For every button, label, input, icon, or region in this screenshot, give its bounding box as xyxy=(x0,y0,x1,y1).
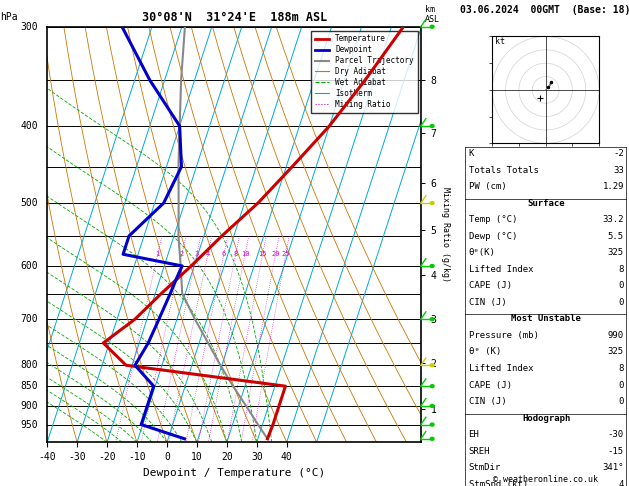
Text: 3: 3 xyxy=(195,251,199,257)
Text: 850: 850 xyxy=(20,381,38,391)
Text: kt: kt xyxy=(495,37,505,47)
Text: 5.5: 5.5 xyxy=(608,232,624,241)
Text: θᵉ (K): θᵉ (K) xyxy=(469,347,501,357)
Y-axis label: Mixing Ratio (g/kg): Mixing Ratio (g/kg) xyxy=(441,187,450,282)
Text: 400: 400 xyxy=(20,121,38,131)
Text: Most Unstable: Most Unstable xyxy=(511,314,581,324)
Text: K: K xyxy=(469,149,474,158)
Text: EH: EH xyxy=(469,430,479,439)
X-axis label: Dewpoint / Temperature (°C): Dewpoint / Temperature (°C) xyxy=(143,468,325,478)
Text: 8: 8 xyxy=(618,265,624,274)
Text: -15: -15 xyxy=(608,447,624,456)
Text: 800: 800 xyxy=(20,360,38,370)
Text: θᵉ(K): θᵉ(K) xyxy=(469,248,496,258)
Text: Lifted Index: Lifted Index xyxy=(469,364,533,373)
Legend: Temperature, Dewpoint, Parcel Trajectory, Dry Adiabat, Wet Adiabat, Isotherm, Mi: Temperature, Dewpoint, Parcel Trajectory… xyxy=(311,31,418,113)
Text: 33: 33 xyxy=(613,166,624,175)
Text: 25: 25 xyxy=(282,251,290,257)
Text: 0: 0 xyxy=(618,298,624,307)
Text: SREH: SREH xyxy=(469,447,490,456)
Text: 900: 900 xyxy=(20,401,38,411)
Text: 325: 325 xyxy=(608,248,624,258)
Text: 325: 325 xyxy=(608,347,624,357)
Text: 03.06.2024  00GMT  (Base: 18): 03.06.2024 00GMT (Base: 18) xyxy=(460,4,629,15)
Text: 8: 8 xyxy=(233,251,238,257)
Text: 10: 10 xyxy=(241,251,249,257)
Text: 0: 0 xyxy=(618,397,624,406)
Text: 4: 4 xyxy=(618,480,624,486)
Text: Dewp (°C): Dewp (°C) xyxy=(469,232,517,241)
Text: Hodograph: Hodograph xyxy=(522,414,571,423)
Text: -2: -2 xyxy=(613,149,624,158)
Text: 0: 0 xyxy=(618,381,624,390)
Text: hPa: hPa xyxy=(1,12,18,22)
Text: 1: 1 xyxy=(155,251,160,257)
Text: 4: 4 xyxy=(206,251,210,257)
Text: Pressure (mb): Pressure (mb) xyxy=(469,331,538,340)
Text: 300: 300 xyxy=(20,22,38,32)
Text: 0: 0 xyxy=(618,281,624,291)
Text: CIN (J): CIN (J) xyxy=(469,298,506,307)
Text: CAPE (J): CAPE (J) xyxy=(469,281,511,291)
Text: Lifted Index: Lifted Index xyxy=(469,265,533,274)
Text: 600: 600 xyxy=(20,261,38,271)
Text: 2: 2 xyxy=(180,251,184,257)
Text: 950: 950 xyxy=(20,419,38,430)
Text: -30: -30 xyxy=(608,430,624,439)
Title: 30°08'N  31°24'E  188m ASL: 30°08'N 31°24'E 188m ASL xyxy=(142,11,327,24)
Text: 8: 8 xyxy=(618,364,624,373)
Text: © weatheronline.co.uk: © weatheronline.co.uk xyxy=(493,474,598,484)
Text: StmSpd (kt): StmSpd (kt) xyxy=(469,480,528,486)
Text: 700: 700 xyxy=(20,314,38,324)
Text: Temp (°C): Temp (°C) xyxy=(469,215,517,225)
Text: 990: 990 xyxy=(608,331,624,340)
Text: StmDir: StmDir xyxy=(469,463,501,472)
Text: 500: 500 xyxy=(20,198,38,208)
Text: 33.2: 33.2 xyxy=(603,215,624,225)
Text: 1.29: 1.29 xyxy=(603,182,624,191)
Text: PW (cm): PW (cm) xyxy=(469,182,506,191)
Text: CIN (J): CIN (J) xyxy=(469,397,506,406)
Text: km
ASL: km ASL xyxy=(425,5,440,24)
Text: Surface: Surface xyxy=(528,199,565,208)
Text: CAPE (J): CAPE (J) xyxy=(469,381,511,390)
Text: 6: 6 xyxy=(222,251,226,257)
Text: 341°: 341° xyxy=(603,463,624,472)
Text: 20: 20 xyxy=(271,251,280,257)
Text: 15: 15 xyxy=(259,251,267,257)
Text: Totals Totals: Totals Totals xyxy=(469,166,538,175)
